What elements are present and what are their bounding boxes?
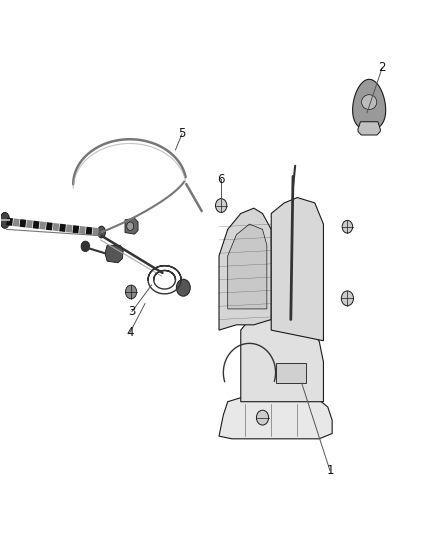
Circle shape <box>256 410 268 425</box>
Polygon shape <box>353 79 386 130</box>
Circle shape <box>342 220 353 233</box>
Ellipse shape <box>361 95 377 110</box>
Text: 5: 5 <box>178 127 186 140</box>
FancyBboxPatch shape <box>276 363 306 383</box>
Polygon shape <box>271 198 323 341</box>
Circle shape <box>177 279 190 296</box>
Circle shape <box>127 222 134 230</box>
Polygon shape <box>228 224 267 309</box>
Ellipse shape <box>0 213 10 228</box>
Circle shape <box>81 241 90 252</box>
Polygon shape <box>219 397 332 439</box>
Polygon shape <box>358 122 381 135</box>
Text: 4: 4 <box>126 326 134 340</box>
Circle shape <box>125 285 137 299</box>
Ellipse shape <box>98 226 106 238</box>
Polygon shape <box>361 122 378 134</box>
Polygon shape <box>105 245 123 263</box>
Polygon shape <box>241 319 323 402</box>
Text: 1: 1 <box>326 464 334 477</box>
Circle shape <box>341 291 353 306</box>
Polygon shape <box>219 208 271 330</box>
Polygon shape <box>125 218 138 234</box>
Text: 6: 6 <box>217 173 225 185</box>
Circle shape <box>215 199 227 213</box>
Text: 2: 2 <box>378 61 386 74</box>
Text: 3: 3 <box>128 305 136 318</box>
